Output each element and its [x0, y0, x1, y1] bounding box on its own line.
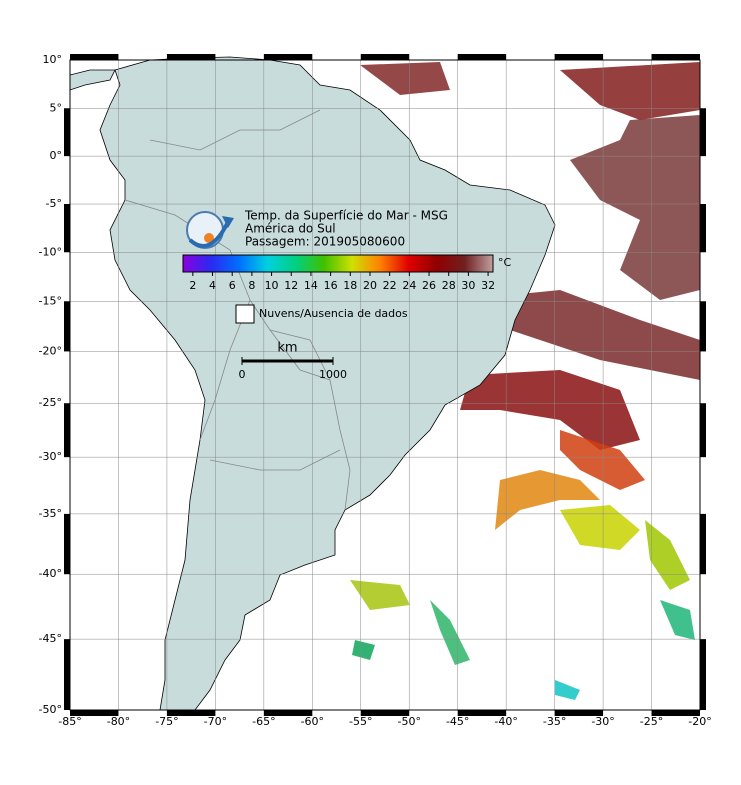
- y-tick-label: 0°: [50, 149, 63, 162]
- frame-segment: [700, 301, 706, 352]
- colorbar-tick-label: 20: [363, 279, 377, 292]
- colorbar-tick-label: 24: [402, 279, 416, 292]
- scale-label: 0: [239, 368, 246, 381]
- colorbar-tick-label: 26: [422, 279, 436, 292]
- x-tick-label: -45°: [446, 715, 469, 728]
- frame-segment: [263, 710, 313, 716]
- x-tick-label: -65°: [252, 715, 275, 728]
- frame-ticks: [64, 54, 706, 716]
- colorbar: 2 4 6 8 10 12 14 16 18 20 22 24 26 28 30 32: [182, 254, 495, 292]
- scale-unit: km: [277, 341, 297, 356]
- colorbar-tick-label: 4: [209, 279, 216, 292]
- colorbar-tick-label: 22: [383, 279, 397, 292]
- title-line: Temp. da Superfície do Mar - MSG: [244, 209, 448, 223]
- logo: [186, 211, 234, 249]
- sst-patches: [350, 62, 700, 700]
- y-tick-label: -30°: [39, 450, 62, 463]
- frame-segment: [263, 54, 313, 60]
- colorbar-tick-label: 14: [304, 279, 318, 292]
- title-line: Passagem: 201905080600: [245, 235, 405, 249]
- frame-segment: [651, 54, 700, 60]
- legend-label: Nuvens/Ausencia de dados: [259, 307, 408, 320]
- frame-segment: [360, 710, 410, 716]
- colorbar-tick-label: 16: [324, 279, 338, 292]
- x-tick-label: -55°: [349, 715, 372, 728]
- colorbar-tick-label: 10: [265, 279, 279, 292]
- colorbar-tick-label: 12: [284, 279, 298, 292]
- frame-segment: [651, 710, 700, 716]
- colorbar-tick-label: 6: [229, 279, 236, 292]
- frame-segment: [457, 54, 507, 60]
- x-tick-label: -70°: [204, 715, 227, 728]
- frame-segment: [700, 513, 706, 575]
- colorbar-tick-label: 18: [343, 279, 357, 292]
- x-tick-label: -40°: [494, 715, 517, 728]
- x-tick-label: -85°: [58, 715, 81, 728]
- frame-segment: [70, 54, 119, 60]
- frame-segment: [360, 54, 410, 60]
- frame-segment: [554, 54, 604, 60]
- y-tick-label: -25°: [39, 396, 62, 409]
- colorbar-unit: °C: [498, 256, 512, 269]
- y-tick-label: 5°: [50, 101, 63, 114]
- colorbar-tick-label: 2: [189, 279, 196, 292]
- y-tick-label: -50°: [39, 703, 62, 716]
- frame-segment: [554, 710, 604, 716]
- y-tick-label: 10°: [43, 53, 63, 66]
- frame-segment: [166, 710, 216, 716]
- x-tick-label: -60°: [301, 715, 324, 728]
- frame-segment: [700, 639, 706, 710]
- frame-segment: [64, 108, 70, 157]
- frame-segment: [70, 710, 119, 716]
- frame-segment: [457, 710, 507, 716]
- frame-segment: [700, 204, 706, 253]
- y-tick-label: -5°: [46, 197, 62, 210]
- colorbar-fill: [182, 254, 494, 273]
- x-tick-label: -30°: [591, 715, 614, 728]
- frame-segment: [64, 204, 70, 253]
- x-tick-label: -75°: [155, 715, 178, 728]
- frame-segment: [700, 403, 706, 458]
- frame-segment: [700, 108, 706, 157]
- x-tick-label: -20°: [688, 715, 711, 728]
- scale-bar: 0 1000 km: [239, 341, 348, 382]
- colorbar-tick-label: 32: [481, 279, 495, 292]
- scale-label: 1000: [319, 368, 347, 381]
- y-tick-label: -15°: [39, 294, 62, 307]
- colorbar-tick-label: 8: [248, 279, 255, 292]
- frame-segment: [64, 301, 70, 352]
- title-line: América do Sul: [245, 222, 336, 236]
- x-tick-label: -35°: [543, 715, 566, 728]
- legend-swatch: [235, 304, 255, 324]
- frame-segment: [64, 513, 70, 575]
- colorbar-tick-label: 28: [442, 279, 456, 292]
- y-tick-label: -10°: [39, 245, 62, 258]
- x-tick-label: -50°: [397, 715, 420, 728]
- x-tick-label: -25°: [640, 715, 663, 728]
- frame-segment: [166, 54, 216, 60]
- x-tick-label: -80°: [107, 715, 130, 728]
- frame-segment: [64, 639, 70, 710]
- frame-segment: [64, 403, 70, 458]
- y-tick-label: -40°: [39, 567, 62, 580]
- colorbar-tick-label: 30: [461, 279, 475, 292]
- y-tick-label: -20°: [39, 344, 62, 357]
- y-tick-label: -35°: [39, 507, 62, 520]
- y-tick-label: -45°: [39, 632, 62, 645]
